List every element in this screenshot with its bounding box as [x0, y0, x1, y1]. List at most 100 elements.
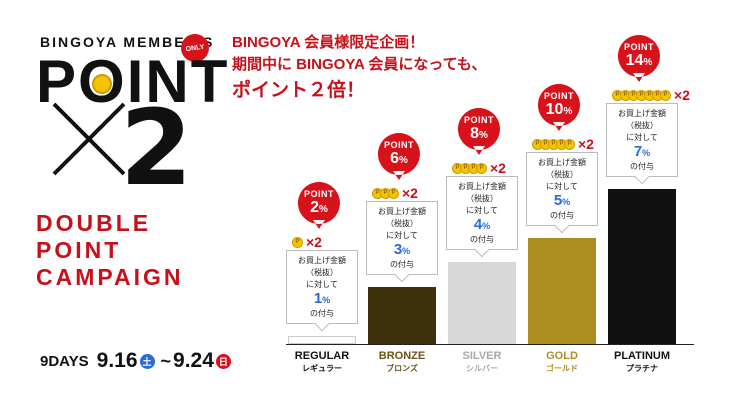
balloon-label: POINT: [303, 189, 334, 199]
rate-callout: お買上げ金額 （税抜） に対して 4% の付与: [446, 176, 518, 250]
end-day-badge: 日: [215, 353, 231, 369]
tier-name-ja: ゴールド: [546, 364, 578, 373]
tier-name: SILVER: [462, 350, 502, 362]
callout-text: お買上げ金額: [538, 158, 586, 167]
campaign-rate-value: 10%: [545, 101, 573, 118]
campaign-rate-value: 14%: [625, 52, 653, 69]
tier-bar: [288, 336, 356, 344]
coin-row: P P P P P P P ×2: [612, 87, 690, 103]
rate-callout: お買上げ金額 （税抜） に対して 7% の付与: [606, 103, 678, 177]
tier-name: REGULAR: [294, 350, 350, 362]
multiplier-label: ×2: [402, 185, 418, 201]
callout-text: （税抜）: [466, 194, 498, 203]
tier-bar: [368, 287, 436, 344]
coin-row: P P P P ×2: [452, 160, 506, 176]
headline-line: ポイント２倍！: [232, 80, 366, 101]
rate-unit: %: [643, 57, 653, 68]
balloon-label: POINT: [463, 115, 494, 125]
callout-suffix: の付与: [310, 309, 334, 318]
rate-unit: %: [563, 106, 573, 117]
tier-name-ja: ブロンズ: [386, 364, 418, 373]
multiplier-label: ×2: [306, 234, 322, 250]
rate-callout: お買上げ金額 （税抜） に対して 3% の付与: [366, 201, 438, 275]
callout-suffix: の付与: [470, 235, 494, 244]
campaign-rate-value: 6%: [390, 150, 408, 167]
multiplier-label: ×2: [490, 160, 506, 176]
campaign-dates: 9DAYS 9.16 土 ~ 9.24 日: [40, 349, 235, 373]
callout-text: お買上げ金額: [298, 256, 346, 265]
campaign-rate-value: 8%: [470, 125, 488, 142]
member-title: BINGOYA MEMBER'S: [40, 34, 215, 50]
tier-bar: [528, 238, 596, 344]
rate-unit: %: [482, 221, 491, 231]
multiplier-label: ×2: [674, 87, 690, 103]
campaign-rate: POINT 14%: [616, 33, 662, 72]
point-coin-icon: P: [292, 236, 303, 248]
callout-text: （税抜）: [306, 268, 338, 277]
rate-unit: %: [562, 197, 571, 207]
tier-label: REGULAR レギュラー: [282, 350, 362, 374]
headline: BINGOYA 会員様限定企画！ 期間中に BINGOYA 会員になっても、 ポ…: [232, 32, 486, 104]
callout-text: お買上げ金額: [378, 207, 426, 216]
balloon-label: POINT: [543, 91, 574, 101]
date-tilde: ~: [160, 350, 172, 371]
point-balloon-icon: [537, 84, 580, 131]
point-coin-icon: P: [564, 138, 575, 150]
rate-unit: %: [399, 155, 408, 166]
point-coin-icon: [92, 74, 112, 94]
point-coin-icon: P: [388, 187, 399, 199]
coin-row: P ×2: [292, 234, 322, 250]
coin-row: P P P ×2: [372, 185, 418, 201]
start-date: 9.16: [96, 349, 138, 372]
base-rate-value: 5%: [553, 192, 571, 209]
tier-name-ja: プラチナ: [626, 364, 658, 373]
rate-unit: %: [642, 148, 651, 158]
campaign-rate: POINT 8%: [456, 106, 502, 145]
callout-suffix: の付与: [390, 260, 414, 269]
point-balloon-icon: [457, 108, 500, 155]
callout-text: お買上げ金額: [458, 182, 506, 191]
tier-label: GOLD ゴールド: [522, 350, 602, 374]
times-icon: [52, 102, 126, 176]
base-rate-value: 1%: [313, 290, 331, 307]
end-date: 9.24: [173, 349, 214, 372]
campaign-line: DOUBLE: [36, 210, 152, 236]
point-coin-icon: P: [476, 162, 487, 174]
rate-unit: %: [402, 246, 411, 256]
headline-line: 期間中に BINGOYA 会員になっても、: [232, 56, 487, 73]
days-label: 9DAYS: [40, 352, 89, 370]
tier-bar: [448, 262, 516, 344]
callout-text: （税抜）: [546, 170, 578, 179]
point-word: POINT: [36, 48, 230, 115]
balloon-label: POINT: [383, 140, 414, 150]
balloon-label: POINT: [623, 42, 654, 52]
rate-unit: %: [322, 295, 331, 305]
callout-text: （税抜）: [386, 219, 418, 228]
tier-bar: [608, 189, 676, 344]
base-rate-value: 7%: [633, 143, 651, 160]
coin-row: P P P P P ×2: [532, 136, 594, 152]
tier-label: PLATINUM プラチナ: [602, 350, 682, 374]
point-balloon-icon: [297, 182, 340, 229]
multiplier-label: ×2: [578, 136, 594, 152]
base-rate-value: 4%: [473, 216, 491, 233]
callout-suffix: の付与: [550, 211, 574, 220]
callout-text: に対して: [466, 206, 498, 215]
tier-label: BRONZE ブロンズ: [362, 350, 442, 374]
rate-callout: お買上げ金額 （税抜） に対して 1% の付与: [286, 250, 358, 324]
point-balloon-icon: [377, 133, 420, 180]
campaign-rate: POINT 6%: [376, 131, 422, 170]
tier-name: BRONZE: [378, 350, 426, 362]
tier-name: GOLD: [546, 350, 578, 362]
campaign-rate-value: 2%: [310, 199, 328, 216]
tier-label: SILVER シルバー: [442, 350, 522, 374]
campaign-line: CAMPAIGN: [36, 264, 184, 290]
base-rate-value: 3%: [393, 241, 411, 258]
point-balloon-icon: [617, 35, 660, 82]
campaign-rate: POINT 2%: [296, 180, 342, 219]
headline-line: BINGOYA 会員様限定企画！: [232, 34, 425, 51]
callout-text: に対して: [386, 231, 418, 240]
chart-baseline: [286, 344, 694, 345]
multiplier-number: 2: [120, 87, 193, 209]
